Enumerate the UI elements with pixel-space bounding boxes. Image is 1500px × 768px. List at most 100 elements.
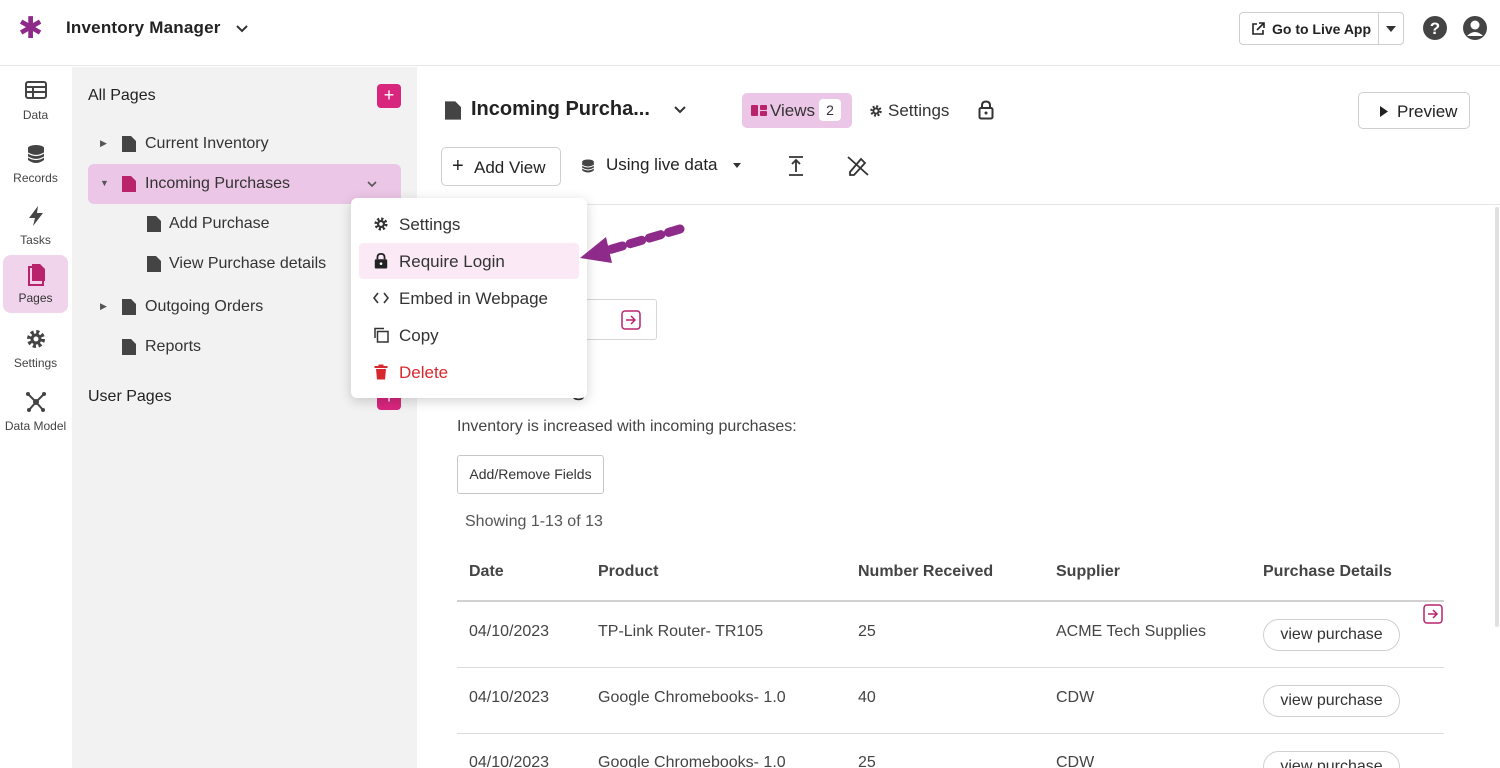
sidebar-item-label: Incoming Purchases <box>145 175 290 192</box>
svg-text:?: ? <box>1430 19 1440 38</box>
page-icon <box>147 216 161 232</box>
menu-item-label: Require Login <box>399 252 505 271</box>
caret-down-icon[interactable] <box>731 162 743 170</box>
trash-icon <box>374 364 388 380</box>
app-logo-icon[interactable]: ✱ <box>18 12 44 45</box>
live-data-toggle[interactable]: Using live data <box>606 155 718 174</box>
sidebar-item-label: Outgoing Orders <box>145 298 264 315</box>
graph-icon <box>26 392 46 412</box>
lock-open-icon[interactable] <box>978 100 994 120</box>
menu-item-label: Copy <box>399 326 439 345</box>
account-icon[interactable] <box>1462 15 1488 41</box>
row-divider <box>457 667 1444 668</box>
menu-item-copy[interactable]: Copy <box>359 317 579 353</box>
sidebar-item-reports[interactable]: Reports <box>88 327 401 367</box>
sidebar-item-add-purchase[interactable]: Add Purchase <box>88 204 401 244</box>
go-to-live-app-button[interactable]: Go to Live App <box>1239 12 1404 45</box>
settings-tab[interactable]: Settings <box>888 101 950 120</box>
rail-item-pages[interactable]: Pages <box>3 255 68 313</box>
preview-button[interactable]: Preview <box>1358 92 1470 129</box>
left-rail: Data Records Tasks Pages Settings Data M… <box>0 67 70 768</box>
cell-supplier: ACME Tech Supplies <box>1056 623 1206 640</box>
app-title[interactable]: Inventory Manager <box>66 18 221 37</box>
cell-product: TP-Link Router- TR105 <box>598 623 764 640</box>
views-count-badge: 2 <box>819 99 841 121</box>
menu-item-delete[interactable]: Delete <box>359 354 579 390</box>
chevron-down-icon[interactable] <box>233 20 251 38</box>
page-icon <box>122 299 136 315</box>
chevron-down-icon[interactable] <box>366 179 378 189</box>
link-arrow-icon <box>621 310 641 330</box>
view-purchase-button[interactable]: view purchase <box>1263 619 1400 651</box>
cell-supplier: CDW <box>1056 689 1095 706</box>
column-header-number-received[interactable]: Number Received <box>858 563 994 580</box>
sidebar-item-view-purchase-details[interactable]: View Purchase details <box>88 244 401 284</box>
cell-supplier: CDW <box>1056 754 1095 768</box>
rail-item-label: Settings <box>13 356 58 370</box>
table-icon <box>25 81 47 99</box>
rail-item-label: Pages <box>18 291 53 305</box>
gear-icon <box>870 105 882 117</box>
menu-item-require-login[interactable]: Require Login <box>359 243 579 279</box>
pages-icon <box>28 264 45 286</box>
cell-number-received: 25 <box>858 623 876 640</box>
view-purchase-button[interactable]: view purchase <box>1263 685 1400 717</box>
sidebar-item-incoming-purchases[interactable]: ▼ Incoming Purchases <box>88 164 401 204</box>
link-arrow-icon[interactable] <box>1423 604 1443 624</box>
rail-item-data-model[interactable]: Data Model <box>3 383 68 441</box>
rail-item-settings[interactable]: Settings <box>3 320 68 378</box>
sidebar-item-label: Reports <box>145 338 202 355</box>
sidebar-item-label: View Purchase details <box>169 255 327 272</box>
caret-down-icon[interactable]: ▼ <box>100 178 109 188</box>
cell-date: 04/10/2023 <box>469 754 550 768</box>
cell-date: 04/10/2023 <box>469 623 550 640</box>
style-edit-icon[interactable] <box>847 156 869 176</box>
code-icon <box>373 292 389 304</box>
row-height-icon[interactable] <box>788 156 804 176</box>
column-header-purchase-details[interactable]: Purchase Details <box>1263 563 1392 580</box>
row-divider <box>457 733 1444 734</box>
page-icon <box>122 176 136 192</box>
lock-icon <box>374 253 388 269</box>
column-header-supplier[interactable]: Supplier <box>1056 563 1121 580</box>
scrollbar[interactable] <box>1495 207 1499 627</box>
section-description: Inventory is increased with incoming pur… <box>457 418 797 435</box>
page-icon <box>147 256 161 272</box>
gear-icon <box>27 330 45 348</box>
add-page-button[interactable]: + <box>377 84 401 108</box>
add-view-button[interactable]: + Add View <box>441 147 561 186</box>
external-link-icon <box>1252 21 1265 35</box>
menu-item-settings[interactable]: Settings <box>359 206 579 242</box>
cell-number-received: 40 <box>858 689 876 706</box>
views-tab[interactable]: Views 2 <box>742 93 852 128</box>
preview-label: Preview <box>1397 102 1458 121</box>
cell-number-received: 25 <box>858 754 876 768</box>
play-icon <box>1380 106 1388 117</box>
copy-icon <box>374 327 389 343</box>
caret-right-icon[interactable]: ▶ <box>100 301 107 311</box>
sidebar-item-outgoing-orders[interactable]: ▶ Outgoing Orders <box>88 287 401 327</box>
cell-date: 04/10/2023 <box>469 689 550 706</box>
column-header-date[interactable]: Date <box>469 563 504 580</box>
chevron-down-icon[interactable] <box>672 103 688 117</box>
column-header-product[interactable]: Product <box>598 563 659 580</box>
help-icon[interactable]: ? <box>1422 15 1448 41</box>
bolt-icon <box>29 206 43 226</box>
pagination-summary: Showing 1-13 of 13 <box>465 513 603 530</box>
page-title[interactable]: Incoming Purcha... <box>471 98 650 120</box>
rail-item-records[interactable]: Records <box>3 135 68 193</box>
add-remove-fields-button[interactable]: Add/Remove Fields <box>457 455 604 494</box>
view-purchase-button[interactable]: view purchase <box>1263 751 1400 768</box>
caret-right-icon[interactable]: ▶ <box>100 138 107 148</box>
menu-item-embed-in-webpage[interactable]: Embed in Webpage <box>359 280 579 316</box>
rail-item-label: Tasks <box>20 233 51 247</box>
caret-down-icon[interactable] <box>1385 24 1397 34</box>
cell-product: Google Chromebooks- 1.0 <box>598 689 786 706</box>
annotation-arrow-icon <box>580 224 685 263</box>
menu-item-label: Embed in Webpage <box>399 289 549 308</box>
user-pages-heading: User Pages <box>88 388 172 405</box>
sidebar-item-current-inventory[interactable]: ▶ Current Inventory <box>88 124 401 164</box>
plus-icon: + <box>452 155 464 177</box>
rail-item-data[interactable]: Data <box>3 72 68 130</box>
rail-item-tasks[interactable]: Tasks <box>3 197 68 255</box>
